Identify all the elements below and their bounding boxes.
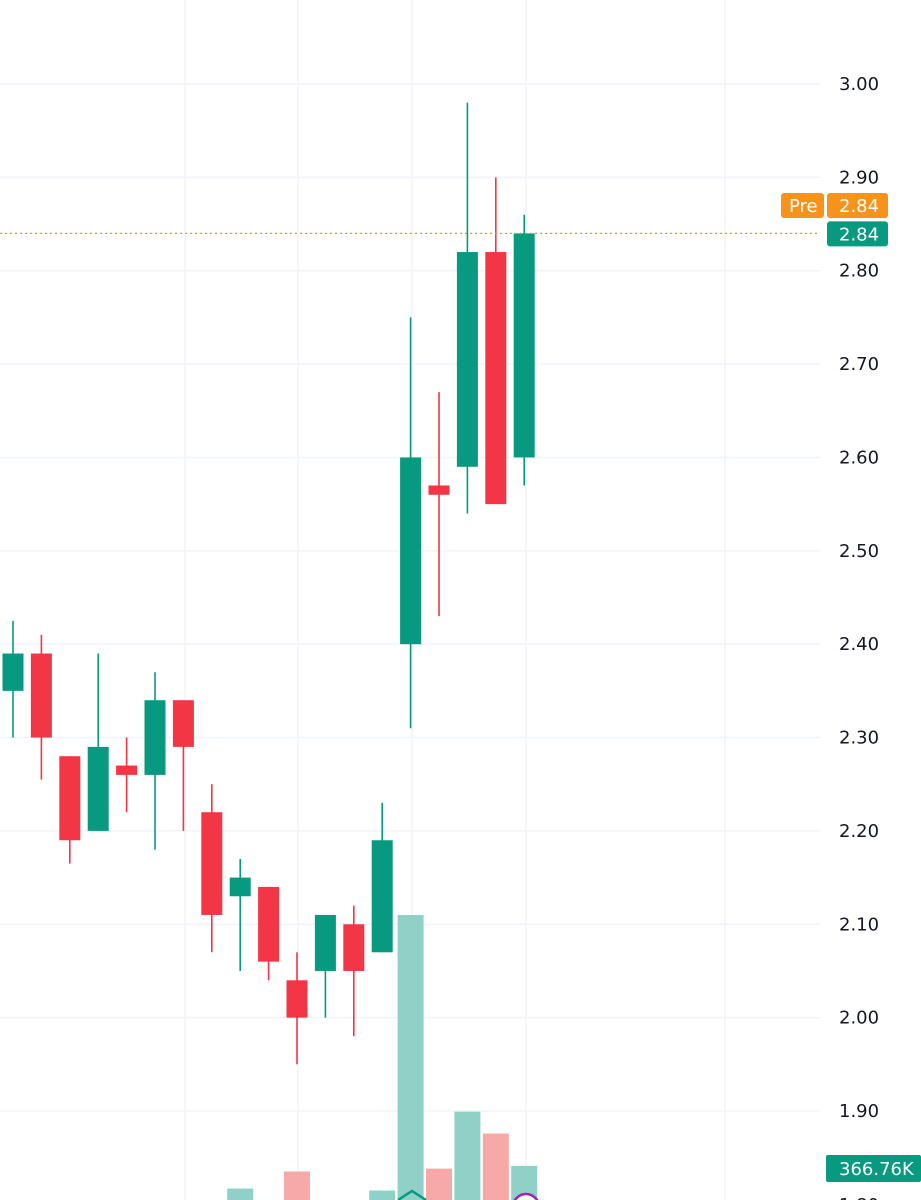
- price-tick-label: 2.80: [839, 261, 879, 282]
- candle-up: [144, 700, 166, 775]
- candle-up: [229, 877, 251, 897]
- price-tick-label: 2.40: [839, 634, 879, 655]
- price-tick-label: 2.90: [839, 167, 879, 188]
- event-marker-icon: [397, 1189, 427, 1200]
- price-tick-label: 2.20: [839, 821, 879, 842]
- price-tick-label: 2.50: [839, 541, 879, 562]
- candle-down: [286, 980, 308, 1018]
- price-tick-label: 1.90: [839, 1101, 879, 1122]
- volume-bar: [454, 1111, 481, 1200]
- event-markers: [397, 1189, 539, 1200]
- last-price: 2.84: [839, 224, 879, 245]
- price-tick-label: 2.60: [839, 447, 879, 468]
- price-tick-label: 2.30: [839, 728, 879, 749]
- candle-down: [258, 886, 280, 962]
- price-axis[interactable]: 3.00 2.90 2.80 2.70 2.60 2.50 2.40 2.30 2.20 2.10…: [839, 74, 879, 1200]
- price-tick-label: 2.00: [839, 1008, 879, 1029]
- volume-value: 366.76K: [839, 1159, 915, 1180]
- candle-down: [485, 252, 507, 505]
- candle-down: [428, 485, 450, 495]
- volume-bar: [369, 1190, 396, 1200]
- candle-up: [400, 457, 422, 645]
- premarket-label-badge: [781, 193, 824, 218]
- volume-bar: [397, 915, 424, 1200]
- volume-bar: [426, 1168, 452, 1200]
- candle-up: [513, 233, 535, 458]
- volume-badge: [826, 1155, 921, 1182]
- price-tick-label: 1.80: [839, 1195, 879, 1200]
- candle-up: [87, 746, 109, 831]
- premarket-price: 2.84: [839, 196, 879, 217]
- candle-down: [343, 924, 365, 971]
- candle-down: [116, 765, 138, 775]
- volume-bar: [227, 1188, 254, 1200]
- price-tick-label: 3.00: [839, 74, 879, 95]
- volume-bar: [284, 1171, 310, 1200]
- premarket-label: Pre: [789, 196, 818, 217]
- candle-up: [2, 653, 24, 691]
- volume-bar: [482, 1133, 509, 1200]
- last-price-badge: [827, 221, 888, 247]
- candle-up: [314, 914, 336, 971]
- candle-down: [59, 756, 81, 841]
- premarket-price-badge: [827, 193, 888, 218]
- price-badges: Pre 2.84 2.84 366.76K: [781, 193, 921, 1182]
- candle-down: [201, 812, 223, 915]
- candle-down: [30, 653, 52, 738]
- price-tick-label: 2.10: [839, 914, 879, 935]
- candles: [2, 102, 535, 1065]
- candle-up: [456, 252, 478, 467]
- price-tick-label: 2.70: [839, 354, 879, 375]
- candle-up: [371, 840, 393, 953]
- event-marker-icon: [513, 1192, 539, 1200]
- candle-down: [172, 700, 194, 747]
- volume-bars: [227, 915, 538, 1200]
